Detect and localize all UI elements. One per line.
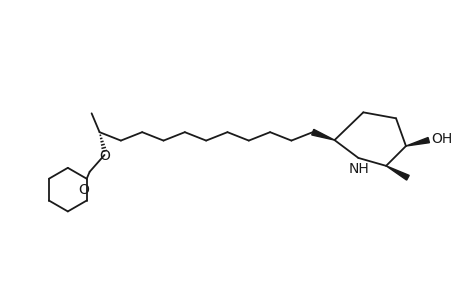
Text: OH: OH <box>431 132 452 146</box>
Polygon shape <box>311 129 334 140</box>
Text: O: O <box>78 183 89 196</box>
Text: O: O <box>99 149 110 164</box>
Polygon shape <box>405 137 429 146</box>
Text: NH: NH <box>348 162 369 176</box>
Polygon shape <box>385 166 409 180</box>
